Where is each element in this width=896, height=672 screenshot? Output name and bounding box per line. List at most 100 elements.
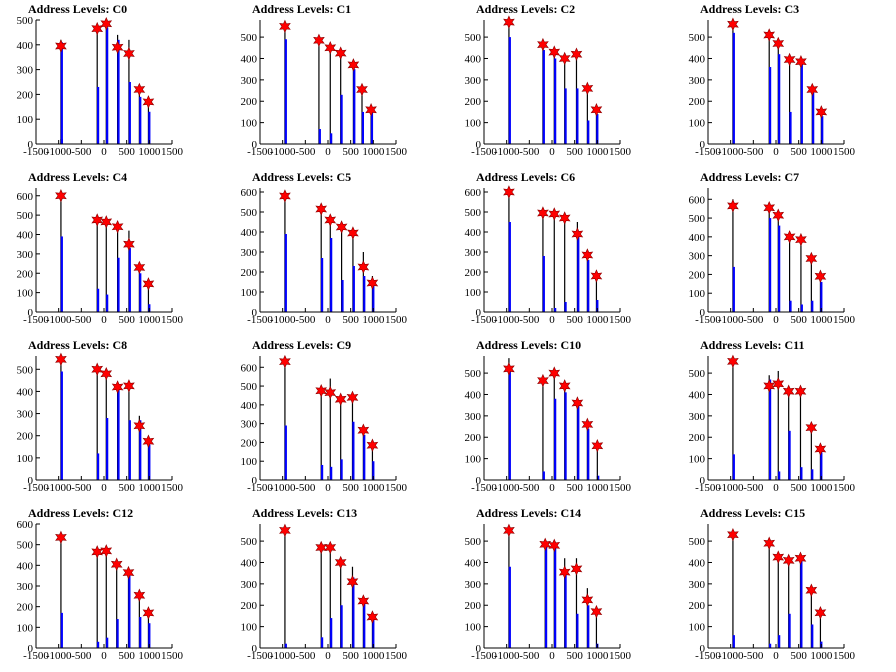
histogram-panel-c5: Address Levels: C5 0 100 200 300 400 500 600 -15… [224,168,448,336]
x-tick-label: 1500 [161,482,184,494]
x-tick-label: 500 [118,482,135,494]
bar-blue [352,266,355,312]
bar-blue [106,294,109,312]
peak-star-icon [558,211,571,225]
peak-star-icon [142,277,155,291]
x-tick-label: -1000 [270,146,296,158]
histogram-panel-c14: Address Levels: C14 0 100 200 300 400 500 -1500… [448,504,672,672]
bar-blue [542,49,545,144]
histogram-panel-c0: Address Levels: C0 0 100 200 300 400 500 -1500-… [0,0,224,168]
x-tick-label: -1500 [23,650,49,662]
y-tick-label: 600 [17,191,34,203]
x-tick-label: 1500 [385,482,408,494]
histogram-panel-c6: Address Levels: C6 0 100 200 300 400 500 600 -15… [448,168,672,336]
bar-black [596,443,598,480]
x-tick-label: -1000 [494,482,520,494]
bar-blue [60,612,63,648]
bar-blue [587,428,590,480]
bar-blue [284,643,287,648]
bar-blue [321,258,324,312]
bar-blue [769,218,772,312]
bar-blue [769,67,772,144]
chart-title: Address Levels: C1 [252,2,351,16]
x-tick-label: 1000 [138,482,161,494]
histogram-chart-c7: Address Levels: C7 0 100 200 300 400 500 600 -15… [689,170,856,326]
peak-star-icon [55,39,67,53]
bar-blue [564,88,567,144]
bar-blue [788,430,791,480]
bar-blue [116,619,119,648]
bar-blue [577,405,580,480]
y-tick-label: 300 [689,411,706,423]
x-tick-label: -500 [295,146,316,158]
peak-star-icon [805,420,818,435]
bar-blue [340,459,343,480]
chart-title: Address Levels: C15 [700,506,805,520]
peak-star-icon [548,45,561,59]
y-tick-label: 100 [17,453,34,465]
y-tick-label: 200 [241,437,258,449]
bar-black [777,370,779,480]
bar-black [284,357,286,480]
bar-blue [117,257,120,312]
bar-black [96,550,98,648]
bar-blue [789,300,792,312]
peak-star-icon [123,46,135,61]
y-tick-label: 300 [241,579,258,591]
y-tick-label: 0 [252,139,258,151]
bar-blue [352,421,355,480]
y-tick-label: 500 [689,213,706,225]
peak-star-icon [133,419,146,433]
y-tick-label: 100 [689,118,706,130]
x-tick-label: -500 [743,314,764,326]
bar-blue [97,641,100,648]
bar-blue [148,111,151,144]
bar-blue [800,467,803,480]
x-tick-label: -1000 [270,314,296,326]
y-tick-label: 0 [28,475,34,487]
bar-blue [587,605,590,648]
x-tick-label: -1000 [270,650,296,662]
x-tick-label: 1000 [362,314,385,326]
peak-star-icon [365,103,377,117]
x-tick-label: -1000 [494,650,520,662]
y-tick-label: 100 [241,622,258,634]
x-tick-label: 1500 [609,314,632,326]
y-tick-label: 500 [689,368,706,380]
peak-star-icon [100,366,113,381]
y-tick-label: 600 [241,362,258,374]
bar-black [320,547,322,648]
peak-star-icon [805,583,818,598]
y-tick-label: 0 [252,643,258,655]
y-tick-label: 300 [17,581,34,593]
histogram-panel-c13: Address Levels: C13 0 100 200 300 400 500 -1500… [224,504,448,672]
histogram-chart-c14: Address Levels: C14 0 100 200 300 400 500 -1500… [465,506,632,662]
peak-star-icon [123,379,135,393]
chart-title: Address Levels: C0 [28,2,127,16]
peak-star-icon [346,390,359,405]
peak-star-icon [315,202,328,216]
bar-blue [117,39,120,145]
x-tick-label: 1500 [609,650,632,662]
y-tick-label: 200 [17,268,34,280]
peak-star-icon [548,207,561,221]
bar-blue [508,366,511,480]
y-tick-label: 100 [689,454,706,466]
x-tick-label: -500 [519,314,540,326]
x-tick-label: 1500 [161,146,184,158]
y-tick-label: 100 [241,287,258,299]
histogram-chart-c11: Address Levels: C11 0 100 200 300 400 500 -1500… [689,338,856,494]
x-tick-label: 1500 [385,314,408,326]
peak-star-icon [366,438,379,452]
y-tick-label: 500 [17,210,34,222]
x-tick-label: 0 [325,482,331,494]
y-tick-label: 500 [17,540,34,552]
y-tick-label: 100 [465,622,482,634]
bar-blue [139,273,142,312]
peak-star-icon [795,54,807,69]
bar-blue [60,236,63,312]
y-tick-label: 500 [465,207,482,219]
bar-black [105,548,107,648]
